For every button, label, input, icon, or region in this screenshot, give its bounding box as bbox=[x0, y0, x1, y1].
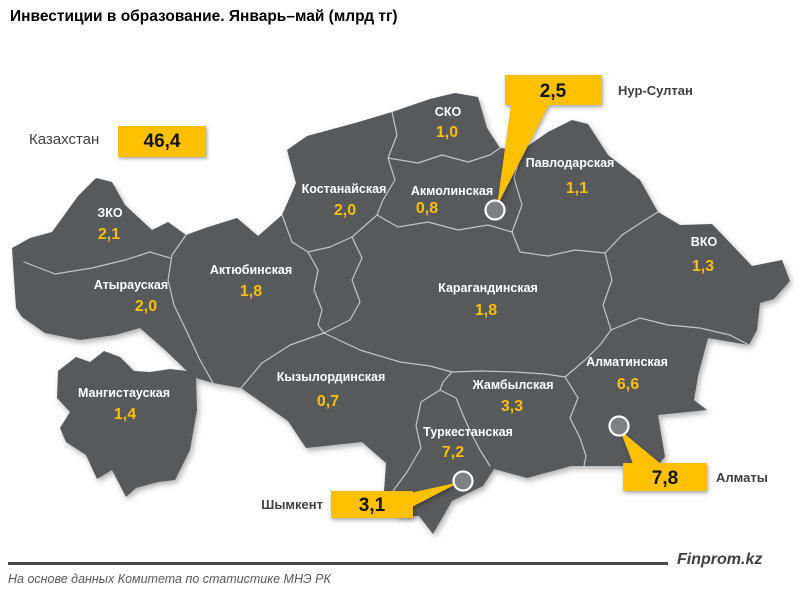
region-label: ВКО bbox=[691, 235, 718, 249]
region-value: 1,1 bbox=[566, 180, 588, 197]
region-label: Атырауская bbox=[94, 278, 168, 292]
callout-pointer bbox=[410, 482, 460, 508]
callout-nur-sultan: 2,5 bbox=[497, 75, 602, 206]
region-label: Алматинская bbox=[586, 355, 668, 369]
callout-almaty: 7,8 bbox=[620, 430, 707, 491]
region-value: 1,8 bbox=[475, 302, 497, 319]
region-label: Актюбинская bbox=[210, 263, 292, 277]
region-value: 7,2 bbox=[442, 444, 464, 461]
region-value: 3,3 bbox=[501, 398, 523, 415]
region-label: Жамбылская bbox=[471, 378, 553, 392]
region-label: Мангистауская bbox=[78, 386, 170, 400]
region-label: Туркестанская bbox=[423, 425, 513, 439]
region-value: 0,8 bbox=[416, 200, 438, 217]
page-title: Инвестиции в образование. Январь–май (мл… bbox=[10, 8, 398, 25]
region-labels: СКО 1,0 Костанайская 2,0 Акмолинская 0,8 Павло… bbox=[78, 105, 718, 461]
region-label: ЗКО bbox=[97, 206, 122, 220]
city-label-almaty: Алматы bbox=[716, 470, 768, 485]
callout-badge bbox=[331, 491, 413, 518]
brand-logo: Finprom.kz bbox=[677, 551, 763, 568]
region-label: СКО bbox=[435, 105, 462, 119]
callout-value: 2,5 bbox=[540, 81, 567, 102]
country-silhouette bbox=[12, 93, 790, 534]
region-value: 1,8 bbox=[240, 283, 262, 300]
region-value: 2,0 bbox=[334, 202, 356, 219]
callout-pointer bbox=[620, 430, 661, 464]
region-label: Костанайская bbox=[302, 182, 387, 196]
callout-value: 7,8 bbox=[652, 468, 678, 489]
callout-shymkent: 3,1 bbox=[331, 482, 460, 518]
region-label: Кызылординская bbox=[277, 370, 386, 384]
callout-value: 3,1 bbox=[359, 495, 386, 516]
region-label: Акмолинская bbox=[411, 184, 493, 198]
callout-pointer bbox=[497, 105, 549, 206]
region-value: 0,7 bbox=[317, 393, 339, 410]
callout-badge bbox=[505, 75, 602, 105]
country-total-badge: 46,4 bbox=[118, 126, 206, 157]
region-value: 1,4 bbox=[114, 406, 136, 423]
country-label: Казахстан bbox=[29, 131, 100, 148]
region-value: 1,0 bbox=[436, 124, 458, 141]
region-label: Карагандинская bbox=[438, 281, 538, 295]
city-marker-shymkent bbox=[452, 470, 474, 492]
source-note: На основе данных Комитета по статистике … bbox=[8, 572, 331, 586]
city-label-shymkent: Шымкент bbox=[261, 497, 323, 512]
region-borders bbox=[23, 111, 750, 492]
city-marker-almaty bbox=[608, 415, 630, 437]
region-value: 1,3 bbox=[692, 258, 714, 275]
footer-divider bbox=[8, 562, 668, 565]
region-value: 2,1 bbox=[98, 226, 120, 243]
region-value: 2,0 bbox=[135, 298, 157, 315]
city-label-nur-sultan: Нур-Султан bbox=[618, 83, 693, 98]
region-value: 6,6 bbox=[617, 376, 639, 393]
city-marker-nur-sultan bbox=[484, 199, 506, 221]
callout-badge bbox=[623, 463, 707, 491]
region-label: Павлодарская bbox=[526, 156, 615, 170]
